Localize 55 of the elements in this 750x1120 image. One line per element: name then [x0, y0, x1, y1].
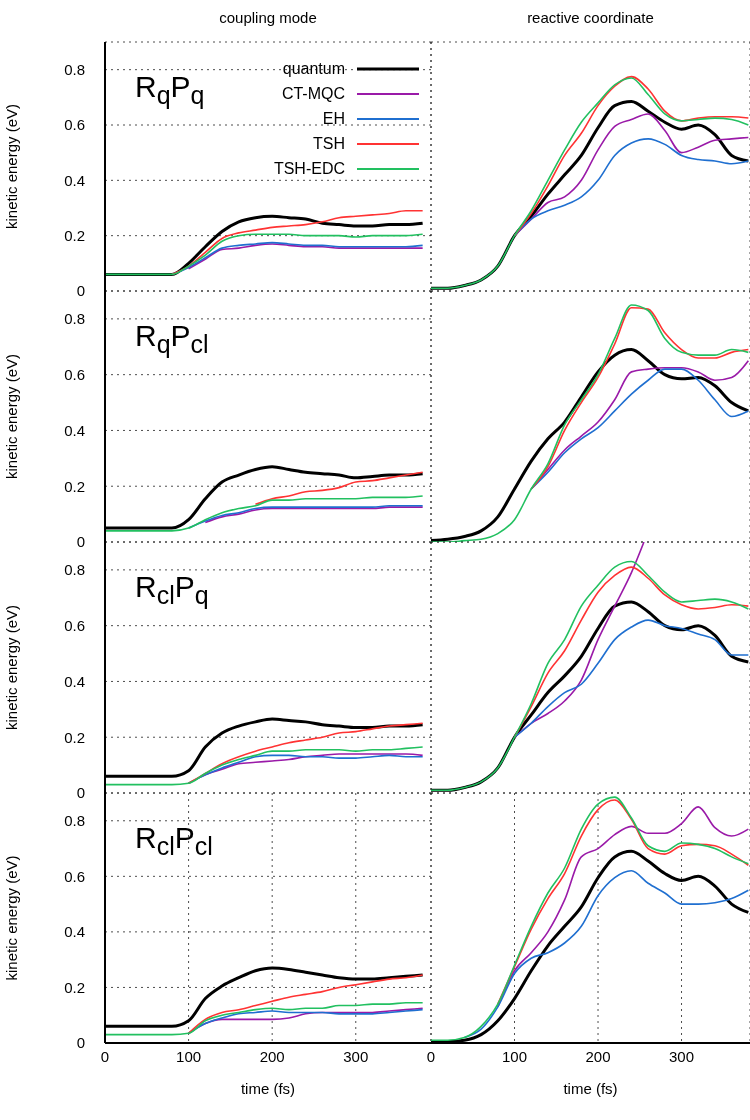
- y-axis-title: kinetic energy (eV): [3, 103, 21, 230]
- line-series: [171, 209, 424, 276]
- y-tick-label: 0.2: [64, 477, 85, 495]
- line-series: [187, 722, 424, 785]
- y-tick-label: 0.2: [64, 728, 85, 746]
- line-series: [105, 495, 424, 532]
- line-series: [105, 746, 424, 786]
- y-tick-label: 0.2: [64, 226, 85, 244]
- annotation: R$_{cl}$P$_{cl}$: [135, 821, 213, 861]
- legend-label: CT-MQC: [281, 84, 345, 103]
- x-tick-label: 200: [585, 1047, 611, 1065]
- x-tick-label: 300: [669, 1047, 695, 1065]
- annotation: R$_{cl}$P$_{q}$: [135, 570, 209, 610]
- line-series: [105, 233, 424, 276]
- y-axis-title: kinetic energy (eV): [3, 855, 21, 981]
- chart-title: reactive coordinate: [526, 8, 655, 28]
- y-tick-label: 0.4: [64, 672, 85, 690]
- y-tick-label: 0.2: [64, 978, 85, 996]
- line-series: [254, 471, 424, 506]
- y-tick-label: 0.4: [64, 171, 85, 189]
- y-tick-label: 0.8: [64, 310, 85, 328]
- y-tick-label: 0.8: [64, 60, 85, 78]
- x-tick-label: 300: [343, 1047, 369, 1065]
- y-tick-label: 0: [76, 533, 85, 551]
- legend-label: EH: [322, 109, 345, 128]
- x-tick-label: 0: [100, 1047, 110, 1065]
- y-tick-label: 0.6: [64, 867, 85, 885]
- legend-label: TSH: [313, 134, 345, 153]
- y-tick-label: 0: [76, 1034, 85, 1052]
- legend-label: quantum: [282, 59, 345, 78]
- line-series: [204, 506, 424, 524]
- x-axis-title: time (fs): [563, 1080, 618, 1097]
- y-tick-label: 0.6: [64, 616, 85, 634]
- line-series: [187, 243, 424, 270]
- annotation: R$_{q}$P$_{q}$: [135, 70, 205, 110]
- line-series: [187, 974, 424, 1035]
- x-tick-label: 100: [501, 1047, 528, 1065]
- annotation: R$_{q}$P$_{cl}$: [135, 319, 209, 359]
- y-tick-label: 0.4: [64, 421, 85, 439]
- y-tick-label: 0.8: [64, 812, 85, 830]
- y-tick-label: 0.8: [64, 561, 85, 579]
- y-axis-title: kinetic energy (eV): [3, 604, 21, 731]
- legend-label: TSH-EDC: [273, 159, 345, 178]
- y-axis-title: kinetic energy (eV): [3, 353, 21, 480]
- x-tick-label: 0: [426, 1047, 436, 1065]
- x-tick-label: 200: [259, 1047, 285, 1065]
- y-tick-label: 0.6: [64, 116, 85, 134]
- x-axis-title: time (fs): [240, 1080, 296, 1097]
- y-tick-label: 0: [76, 282, 85, 300]
- line-series: [105, 1001, 424, 1036]
- chart-title: coupling mode: [218, 8, 318, 28]
- x-tick-label: 100: [176, 1047, 202, 1065]
- y-tick-label: 0: [76, 784, 85, 802]
- y-tick-label: 0.6: [64, 365, 85, 383]
- y-tick-label: 0.4: [64, 923, 85, 941]
